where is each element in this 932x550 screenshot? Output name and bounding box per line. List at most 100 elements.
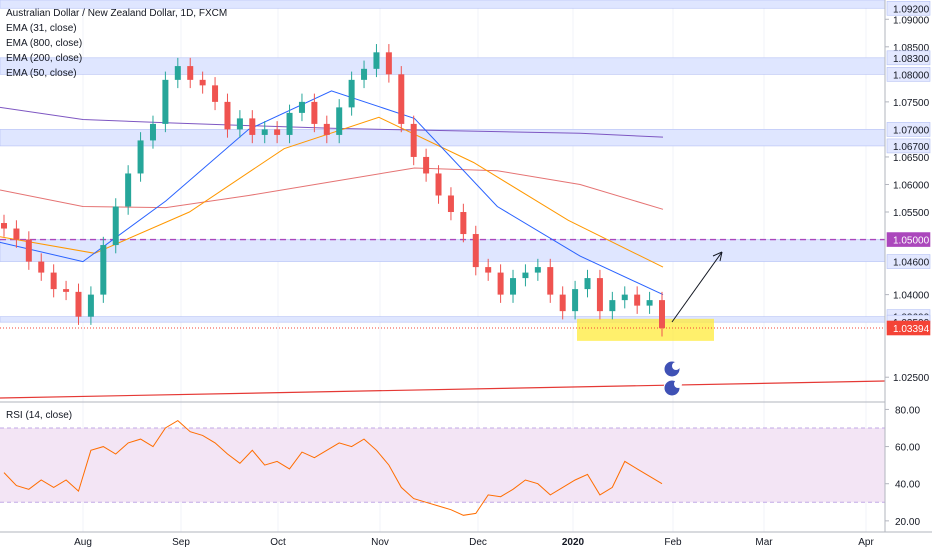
rsi-line — [3, 419, 663, 516]
ema31-line — [0, 90, 664, 296]
chart-legend: Australian Dollar / New Zealand Dollar, … — [6, 6, 227, 81]
candle-body — [423, 156, 430, 174]
candle-body — [435, 173, 442, 196]
candle-body — [534, 267, 541, 273]
candle-body — [125, 173, 132, 207]
candle-body — [572, 289, 579, 312]
price-tag-label: 1.09200 — [893, 4, 930, 15]
price-axis-label: 1.06500 — [893, 153, 930, 164]
price-axis-label: 1.08500 — [893, 43, 930, 54]
candle-body — [522, 272, 529, 279]
price-tag-box — [886, 320, 931, 336]
candle-body — [497, 272, 504, 295]
indicator-ema50-label[interactable]: EMA (50, close) — [6, 68, 77, 79]
event-marker-2 — [663, 379, 682, 397]
rsi-axis-label: 20.00 — [895, 517, 920, 528]
support-highlight-box — [577, 318, 714, 341]
candle-body — [323, 123, 330, 135]
resistance-zone — [0, 239, 886, 262]
resistance-zone — [0, 129, 886, 147]
rsi-band — [0, 428, 885, 503]
candle-body — [510, 278, 517, 295]
candle-body — [348, 79, 355, 108]
candle-body — [634, 294, 641, 306]
candle-body — [646, 300, 653, 306]
candle-body — [199, 79, 206, 86]
time-axis-label: Mar — [755, 537, 773, 548]
time-axis-label: Dec — [469, 537, 487, 548]
candle-body — [584, 278, 591, 290]
candle-body — [149, 123, 156, 141]
time-axis-label: Aug — [74, 537, 92, 548]
event-marker-3 — [663, 360, 681, 378]
time-axis-label: Oct — [270, 537, 286, 548]
candle-body — [75, 291, 82, 317]
indicator-ema31-label[interactable]: EMA (31, close) — [6, 23, 77, 34]
candle-body — [447, 195, 454, 213]
candle-body — [609, 300, 616, 312]
time-axis-label: Apr — [858, 537, 874, 548]
candle-body — [174, 66, 181, 80]
candle-body — [621, 294, 628, 301]
candle-body — [547, 267, 554, 295]
price-tag-label: 1.05000 — [893, 236, 930, 247]
candle-body — [13, 228, 20, 240]
candle-body — [25, 239, 32, 262]
candle-body — [249, 118, 256, 135]
price-tag-box — [886, 232, 931, 247]
event-marker-badge — [672, 362, 680, 370]
rsi-title[interactable]: RSI (14, close) — [6, 410, 73, 421]
price-axis-label: 1.05500 — [893, 208, 930, 219]
candle-body — [236, 118, 243, 130]
time-axis-label: Nov — [371, 537, 389, 548]
price-tag-label: 1.03394 — [893, 324, 930, 335]
price-axis-label: 1.02500 — [893, 373, 930, 384]
candle-body — [559, 294, 566, 312]
candle-body — [286, 112, 293, 135]
candle-body — [298, 101, 305, 113]
price-tag-label: 1.07000 — [893, 125, 930, 136]
price-tag-label: 1.08000 — [893, 70, 930, 81]
price-tag-box — [886, 67, 931, 82]
projection-arrowhead — [712, 251, 723, 262]
resistance-zone — [0, 316, 886, 323]
candle-body — [373, 52, 380, 69]
candle-body — [212, 85, 219, 102]
candle-body — [385, 52, 392, 75]
candle-body — [336, 107, 343, 135]
candle-body — [261, 129, 268, 135]
indicator-ema200-label[interactable]: EMA (200, close) — [6, 53, 83, 64]
candle-body — [485, 267, 492, 273]
candle-body — [100, 245, 107, 295]
candle-body — [112, 206, 119, 246]
price-tag-box — [886, 0, 931, 16]
rsi-axis-label: 60.00 — [895, 443, 920, 454]
candle-body — [187, 66, 194, 80]
candle-body — [1, 223, 7, 229]
candle-body — [410, 123, 417, 157]
candle-body — [137, 140, 144, 174]
price-tag-box — [886, 138, 931, 154]
candle-body — [361, 68, 368, 80]
price-axis-label: 1.04000 — [893, 291, 930, 302]
candle-body — [38, 261, 45, 273]
ema-long-trendline — [0, 380, 886, 399]
candle-body — [63, 289, 70, 292]
projection-arrow-line — [671, 251, 723, 323]
price-tag-label: 1.06700 — [893, 142, 930, 153]
price-axis-label: 1.06000 — [893, 180, 930, 191]
candle-body — [162, 79, 169, 124]
candle-body — [460, 212, 467, 235]
event-marker-badge — [674, 380, 682, 388]
price-axis-label: 1.07500 — [893, 98, 930, 109]
price-tag-label: 1.04600 — [893, 258, 930, 269]
ema50-line — [0, 116, 664, 268]
ema200-line — [0, 167, 664, 210]
candle-body — [311, 101, 318, 124]
indicator-ema800-label[interactable]: EMA (800, close) — [6, 38, 83, 49]
time-axis-label: 2020 — [562, 537, 585, 548]
price-tag-label: 1.08300 — [893, 54, 930, 65]
price-axis-background — [885, 0, 932, 550]
rsi-axis-label: 40.00 — [895, 480, 920, 491]
